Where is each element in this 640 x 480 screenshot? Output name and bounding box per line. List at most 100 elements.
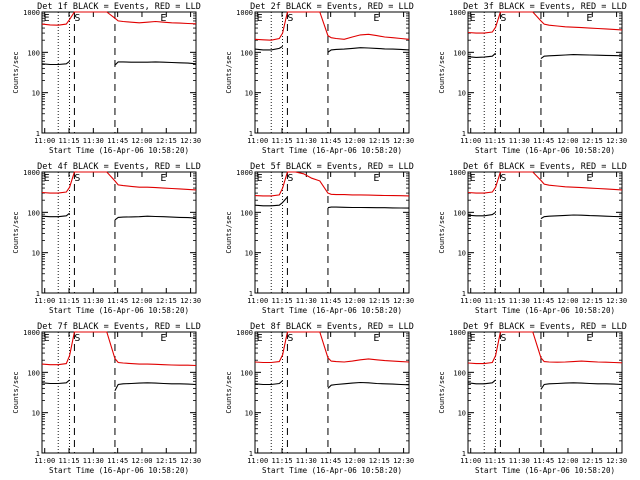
x-tick-label: 11:15 [58, 137, 79, 145]
x-tick-label: 12:00 [344, 137, 365, 145]
x-tick-label: 12:15 [582, 457, 603, 465]
marker-letter: E [160, 333, 166, 344]
y-tick-label: 1000 [23, 169, 40, 177]
y-tick-label: 100 [240, 369, 253, 377]
events-series-line [254, 380, 410, 389]
x-tick-label: 11:00 [460, 137, 481, 145]
plot-frame [467, 331, 623, 454]
x-tick-label: 12:30 [606, 457, 627, 465]
y-axis-label: Counts/sec [225, 211, 233, 253]
y-tick-label: 1000 [23, 329, 40, 337]
y-axis-label: Counts/sec [12, 211, 20, 253]
panel-title: Det 2f BLACK = Events, RED = LLD [250, 2, 414, 12]
detector-panel-1: Det 1f BLACK = Events, RED = LLD 1 10 100 10… [12, 2, 201, 155]
x-tick-label: 12:15 [369, 457, 390, 465]
y-tick-label: 1000 [449, 9, 466, 17]
y-axis-label: Counts/sec [225, 51, 233, 93]
marker-letter: S [287, 173, 293, 184]
y-tick-label: 100 [27, 209, 40, 217]
x-tick-label: 11:00 [34, 457, 55, 465]
x-tick-label: 11:30 [83, 297, 104, 305]
marker-letter: S [500, 173, 506, 184]
x-tick-label: 11:15 [58, 297, 79, 305]
marker-letter: E [373, 13, 379, 24]
x-tick-label: 12:30 [180, 137, 201, 145]
marker-letter: E [257, 173, 263, 184]
y-tick-label: 10 [458, 410, 466, 418]
x-tick-label: 12:00 [131, 457, 152, 465]
y-tick-label: 1 [462, 130, 466, 138]
marker-letter: E [257, 13, 263, 24]
x-tick-label: 11:30 [509, 457, 530, 465]
x-tick-label: 11:15 [271, 457, 292, 465]
detector-panel-7: Det 7f BLACK = Events, RED = LLD 1 10 100 10… [12, 322, 201, 475]
plot-frame [467, 171, 623, 294]
lld-series-line [41, 171, 197, 194]
x-tick-label: 12:15 [369, 297, 390, 305]
x-tick-label: 12:30 [393, 457, 414, 465]
x-tick-label: 11:00 [460, 457, 481, 465]
detector-panel-6: Det 6f BLACK = Events, RED = LLD 1 10 100 10… [438, 162, 627, 315]
x-tick-label: 11:30 [509, 137, 530, 145]
y-tick-label: 100 [240, 209, 253, 217]
y-tick-label: 100 [27, 49, 40, 57]
marker-letter: E [470, 13, 476, 24]
marker-letter: E [586, 13, 592, 24]
y-tick-label: 1000 [236, 329, 253, 337]
x-tick-label: 12:30 [393, 297, 414, 305]
marker-letter: S [500, 13, 506, 24]
panel-title: Det 3f BLACK = Events, RED = LLD [463, 2, 627, 12]
events-series-line [467, 52, 623, 60]
x-tick-label: 11:15 [484, 457, 505, 465]
y-axis-label: Counts/sec [438, 51, 446, 93]
x-tick-label: 11:30 [83, 457, 104, 465]
lld-series-line [254, 171, 410, 197]
marker-letter: E [586, 173, 592, 184]
x-tick-label: 11:00 [247, 137, 268, 145]
y-tick-label: 1000 [236, 9, 253, 17]
x-axis-label: Start Time (16-Apr-06 10:58:20) [49, 306, 189, 315]
marker-letter: S [74, 13, 80, 24]
x-tick-label: 11:00 [460, 297, 481, 305]
lld-series-line [254, 331, 410, 364]
panel-title: Det 7f BLACK = Events, RED = LLD [37, 322, 201, 332]
plot-frame [254, 171, 410, 294]
detector-panel-9: Det 9f BLACK = Events, RED = LLD 1 10 100 10… [438, 322, 627, 475]
panel-title: Det 6f BLACK = Events, RED = LLD [463, 162, 627, 172]
lld-series-line [41, 331, 197, 367]
marker-letter: E [160, 13, 166, 24]
x-tick-label: 11:00 [247, 457, 268, 465]
marker-letter: E [44, 333, 50, 344]
marker-letter: E [470, 333, 476, 344]
plot-frame [254, 331, 410, 454]
x-tick-label: 12:30 [180, 457, 201, 465]
plot-frame [41, 171, 197, 294]
x-tick-label: 11:30 [296, 137, 317, 145]
events-series-line [254, 196, 410, 209]
y-tick-label: 1 [36, 130, 40, 138]
marker-letter: E [257, 333, 263, 344]
y-axis-label: Counts/sec [438, 371, 446, 413]
y-tick-label: 100 [453, 209, 466, 217]
x-tick-label: 12:00 [131, 137, 152, 145]
y-axis-label: Counts/sec [438, 211, 446, 253]
y-axis-label: Counts/sec [225, 371, 233, 413]
lld-series-line [467, 171, 623, 194]
events-series-line [254, 45, 410, 53]
y-axis-label: Counts/sec [12, 51, 20, 93]
marker-letter: S [74, 333, 80, 344]
x-tick-label: 11:45 [320, 297, 341, 305]
marker-letter: S [287, 333, 293, 344]
x-tick-label: 11:45 [107, 297, 128, 305]
marker-letter: E [44, 173, 50, 184]
x-tick-label: 11:00 [247, 297, 268, 305]
x-tick-label: 11:15 [484, 137, 505, 145]
marker-letter: S [500, 333, 506, 344]
y-tick-label: 1000 [449, 329, 466, 337]
marker-letter: E [44, 13, 50, 24]
panel-title: Det 5f BLACK = Events, RED = LLD [250, 162, 414, 172]
events-series-line [41, 212, 197, 221]
x-tick-label: 11:00 [34, 137, 55, 145]
x-tick-label: 11:15 [271, 137, 292, 145]
x-tick-label: 11:15 [271, 297, 292, 305]
